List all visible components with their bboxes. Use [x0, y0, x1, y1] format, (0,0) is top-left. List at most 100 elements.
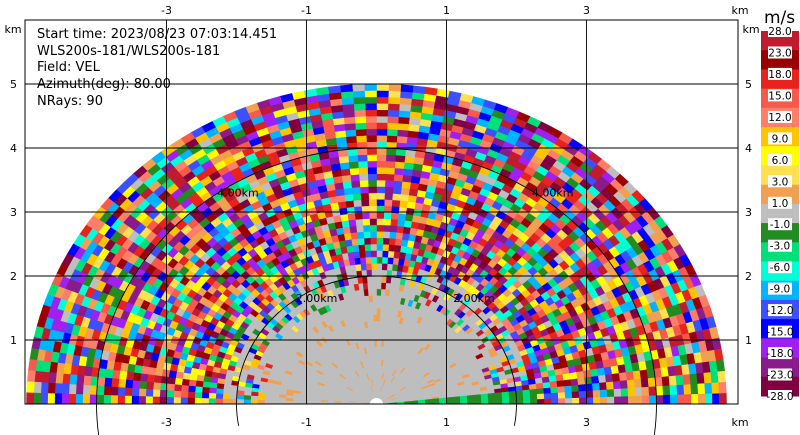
heat-cell — [47, 393, 56, 404]
heat-cell — [376, 128, 388, 136]
heat-cell — [367, 166, 377, 175]
range-ring — [236, 275, 517, 405]
heat-cell — [392, 250, 401, 259]
heat-cell — [604, 373, 614, 383]
y-unit-label: km — [4, 23, 21, 36]
heat-cell — [384, 166, 395, 175]
heat-cell — [359, 186, 369, 194]
heat-cell — [28, 359, 38, 372]
heat-cell — [357, 160, 368, 169]
heat-cell — [592, 389, 601, 398]
heat-cell — [363, 243, 371, 252]
heat-cell — [383, 192, 393, 201]
heat-cell — [376, 243, 383, 251]
heat-cell — [696, 372, 706, 384]
heat-cell — [394, 161, 405, 169]
heat-cell — [364, 109, 377, 117]
heat-cell — [357, 237, 365, 246]
heat-cell — [557, 385, 566, 393]
y-tick-label-right: 4 — [745, 142, 752, 155]
heat-cell — [675, 374, 685, 386]
heat-cell — [713, 348, 724, 361]
colorbar-label: -28.0 — [766, 391, 793, 403]
heat-cell — [383, 198, 393, 207]
heat-cell — [257, 399, 265, 404]
heat-cell — [387, 96, 401, 105]
y-tick-label-right: 2 — [745, 270, 752, 283]
heat-cell — [620, 387, 629, 397]
heat-cell — [110, 395, 119, 404]
heat-cell — [370, 262, 377, 271]
heat-cell — [222, 393, 231, 400]
y-tick-label-left: 5 — [10, 78, 17, 91]
heat-cell — [376, 250, 383, 258]
heat-cell — [363, 83, 377, 91]
heat-cell — [376, 192, 385, 200]
heat-cell — [488, 399, 496, 404]
heat-cell — [376, 224, 384, 232]
heat-cell — [718, 392, 727, 404]
heat-cell — [89, 394, 98, 404]
heat-cell — [243, 395, 252, 401]
heat-cell — [711, 392, 720, 404]
heat-cell — [370, 250, 377, 258]
heat-cell — [530, 398, 538, 404]
heat-cell — [341, 103, 355, 112]
heat-cell — [363, 237, 371, 245]
y-tick-label-right: 3 — [745, 206, 752, 219]
heat-cell — [386, 122, 399, 130]
heat-cell — [593, 396, 601, 404]
colorbar: 28.023.018.015.012.09.06.03.01.0-1.0-3.0… — [761, 25, 799, 403]
heat-cell — [390, 212, 399, 220]
heat-cell — [61, 383, 70, 395]
heat-cell — [495, 399, 503, 404]
heat-cell — [369, 230, 377, 239]
colorbar-label-bg — [768, 89, 792, 102]
heat-cell — [584, 376, 593, 385]
heat-cell — [250, 399, 258, 404]
heat-cell — [621, 395, 629, 404]
colorbar-label-bg — [768, 390, 792, 402]
heat-cell — [215, 388, 224, 395]
heat-cell — [385, 154, 396, 162]
heat-cell — [366, 275, 373, 284]
colorbar-label-bg — [768, 46, 792, 59]
heat-cell — [481, 400, 489, 404]
heat-cell — [619, 379, 629, 389]
colorbar-label: 23.0 — [768, 48, 791, 60]
x-tick-label-top: 1 — [443, 4, 450, 17]
heat-cell — [597, 374, 607, 383]
heat-cell — [367, 179, 377, 187]
heat-cell — [152, 396, 160, 404]
heat-cell — [668, 374, 678, 386]
heat-cell — [368, 198, 377, 207]
heat-cell — [376, 301, 381, 309]
heat-cell — [372, 301, 377, 309]
heat-cell — [376, 230, 384, 239]
heat-cell — [376, 141, 387, 149]
heat-cell — [366, 141, 377, 149]
colorbar-label-bg — [768, 25, 792, 37]
heat-cell — [364, 250, 372, 258]
heat-cell — [229, 389, 238, 396]
heat-cell — [655, 394, 664, 404]
nrays-text: NRays: 90 — [37, 94, 103, 109]
heat-cell — [187, 397, 195, 404]
heat-cell — [61, 373, 71, 385]
heat-cell — [376, 282, 382, 290]
heat-cell — [33, 381, 42, 394]
heat-cell — [376, 154, 387, 162]
heat-cell — [145, 381, 155, 391]
heat-cell — [346, 212, 356, 221]
heat-cell — [351, 186, 361, 195]
heat-cell — [376, 262, 383, 271]
heat-cell — [376, 256, 383, 264]
colorbar-label: 9.0 — [772, 133, 789, 145]
heat-cell — [394, 154, 406, 163]
heat-cell — [383, 211, 392, 220]
heat-cell — [27, 370, 36, 383]
heat-cell — [131, 380, 141, 390]
heat-cell — [558, 397, 566, 404]
heat-cell — [544, 398, 552, 404]
